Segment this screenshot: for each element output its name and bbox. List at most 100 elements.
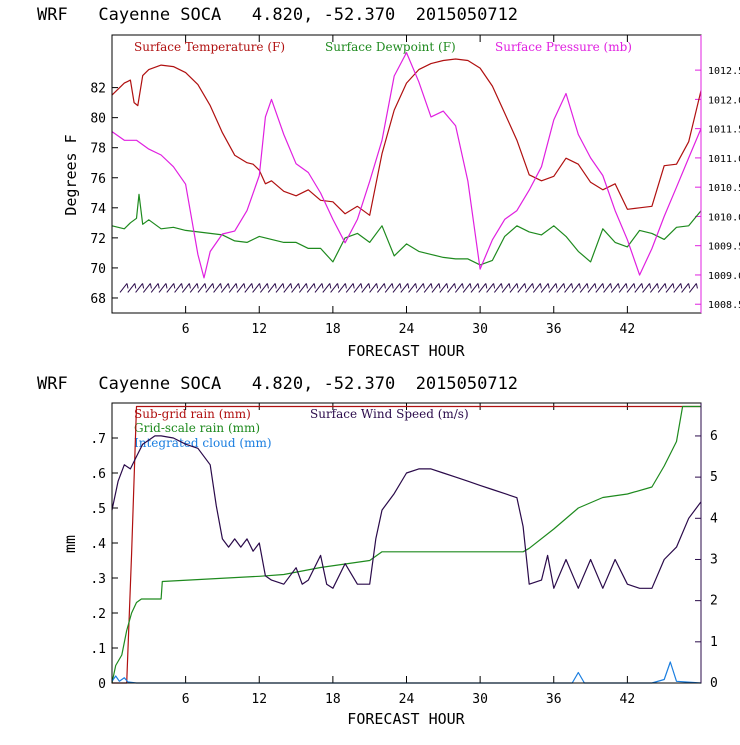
panel2-y2tick-label: 3 xyxy=(710,552,718,567)
wind-barb xyxy=(338,283,346,293)
panel1-ytick-label: 70 xyxy=(90,262,106,277)
wind-barb xyxy=(455,283,463,293)
wind-barb xyxy=(595,283,604,293)
wind-barb xyxy=(150,283,159,293)
wind-barb xyxy=(267,283,276,293)
wind-barb-flag xyxy=(649,283,652,289)
wind-barb xyxy=(556,283,565,293)
wind-barb xyxy=(611,283,619,293)
wind-barb-flag xyxy=(633,283,636,289)
wind-barb-flag xyxy=(547,283,550,289)
wind-barb xyxy=(642,283,650,293)
panel1-y2tick-label: 1009.0 xyxy=(708,271,740,282)
wind-barb-flag xyxy=(126,283,129,289)
wind-barb-flag xyxy=(680,283,683,289)
wind-barb-flag xyxy=(259,283,262,289)
wind-barb-flag xyxy=(438,283,441,289)
panel2-y2tick-label: 4 xyxy=(710,511,718,526)
wind-barb xyxy=(228,283,237,293)
wind-barb-flag xyxy=(134,283,137,289)
wind-barb xyxy=(548,283,557,293)
wind-barb-flag xyxy=(571,283,574,289)
legend-surface-pressure: Surface Pressure (mb) xyxy=(495,40,632,54)
panel1-y2tick-label: 1011.5 xyxy=(708,125,740,136)
panel2-xtick-label: 6 xyxy=(182,692,190,707)
wind-barb xyxy=(377,283,385,293)
panel2-xtick-label: 12 xyxy=(251,692,267,707)
panel1-xtick-label: 30 xyxy=(472,322,488,337)
wind-barb xyxy=(174,283,182,293)
panel2-right-ticks: 0 1 2 3 4 5 6 xyxy=(695,429,718,691)
wind-barb-flag xyxy=(196,283,199,289)
wind-barb xyxy=(634,283,643,293)
wind-barb-flag xyxy=(181,283,184,289)
wind-barb-flag xyxy=(329,283,332,289)
wind-barb xyxy=(408,283,416,293)
wind-barb xyxy=(119,283,128,293)
panel2-ytick-label: .2 xyxy=(90,607,106,622)
wind-barb xyxy=(213,283,221,293)
wind-barb xyxy=(205,283,214,293)
wind-barb xyxy=(689,283,697,293)
wind-barb-flag xyxy=(274,283,277,289)
panel2-y2tick-label: 2 xyxy=(710,594,718,609)
wind-barb xyxy=(540,283,549,293)
wind-barb-flag xyxy=(313,283,316,289)
wind-barb-flag xyxy=(446,283,449,289)
wind-barb-flag xyxy=(469,283,472,289)
wind-barb xyxy=(525,283,533,293)
wind-barb-flag xyxy=(305,283,308,289)
wind-barb xyxy=(439,283,448,293)
wind-barb-flag xyxy=(594,283,597,289)
wind-barb xyxy=(564,283,572,293)
wind-barb xyxy=(189,283,198,293)
wind-barb xyxy=(322,283,331,293)
panel2-xtick-label: 30 xyxy=(472,692,488,707)
wind-barb-flag xyxy=(243,283,246,289)
panel2-xlabel: FORECAST HOUR xyxy=(347,710,465,728)
wind-barb xyxy=(462,283,471,293)
wind-barb-flag xyxy=(188,283,191,289)
panel1-ytick-label: 82 xyxy=(90,82,106,97)
wind-barb-flag xyxy=(220,283,223,289)
wind-barb-flag xyxy=(352,283,355,289)
wind-barb-flag xyxy=(383,283,386,289)
panel1-ytick-label: 78 xyxy=(90,142,106,157)
wind-barb xyxy=(392,283,401,293)
wind-barb-flag xyxy=(376,283,379,289)
wind-barb-flag xyxy=(204,283,207,289)
wind-barb xyxy=(603,283,611,293)
wind-barb xyxy=(182,283,190,293)
wind-barb xyxy=(330,283,338,293)
panel1-y2tick-label: 1009.5 xyxy=(708,242,740,253)
wind-barb xyxy=(478,283,487,293)
panel2-ytick-label: .6 xyxy=(90,467,106,482)
wind-barb-flag xyxy=(695,283,698,289)
panel2-ytick-label: .3 xyxy=(90,572,106,587)
wind-barb xyxy=(423,283,432,293)
wind-barb-flag xyxy=(610,283,613,289)
wind-barb xyxy=(447,283,455,293)
wind-barb xyxy=(509,283,518,293)
panel2-y2tick-label: 5 xyxy=(710,470,718,485)
wind-barb-flag xyxy=(516,283,519,289)
legend-surface-wind-speed: Surface Wind Speed (m/s) xyxy=(310,407,469,421)
wind-barb xyxy=(291,283,299,293)
wind-barb-flag xyxy=(142,283,145,289)
wind-barb-flag xyxy=(407,283,410,289)
panel1-right-ticks: 1008.5 1009.0 1009.5 1010.0 1010.5 1011.0 1011… xyxy=(695,66,740,311)
wind-barb-flag xyxy=(602,283,605,289)
wind-barb-flag xyxy=(212,283,215,289)
wind-barb xyxy=(501,283,510,293)
panel1-frame xyxy=(111,34,702,314)
wind-barb xyxy=(494,283,502,293)
legend-surface-temperature: Surface Temperature (F) xyxy=(134,40,285,54)
panel1-ylabel: Degrees F xyxy=(62,134,80,215)
wind-barb-flag xyxy=(532,283,535,289)
wind-barb-flag xyxy=(672,283,675,289)
wind-barb-flag xyxy=(578,283,581,289)
wind-barb xyxy=(587,283,596,293)
wind-barb xyxy=(486,283,494,293)
wind-barb-flag xyxy=(586,283,589,289)
wind-barb xyxy=(127,283,136,293)
